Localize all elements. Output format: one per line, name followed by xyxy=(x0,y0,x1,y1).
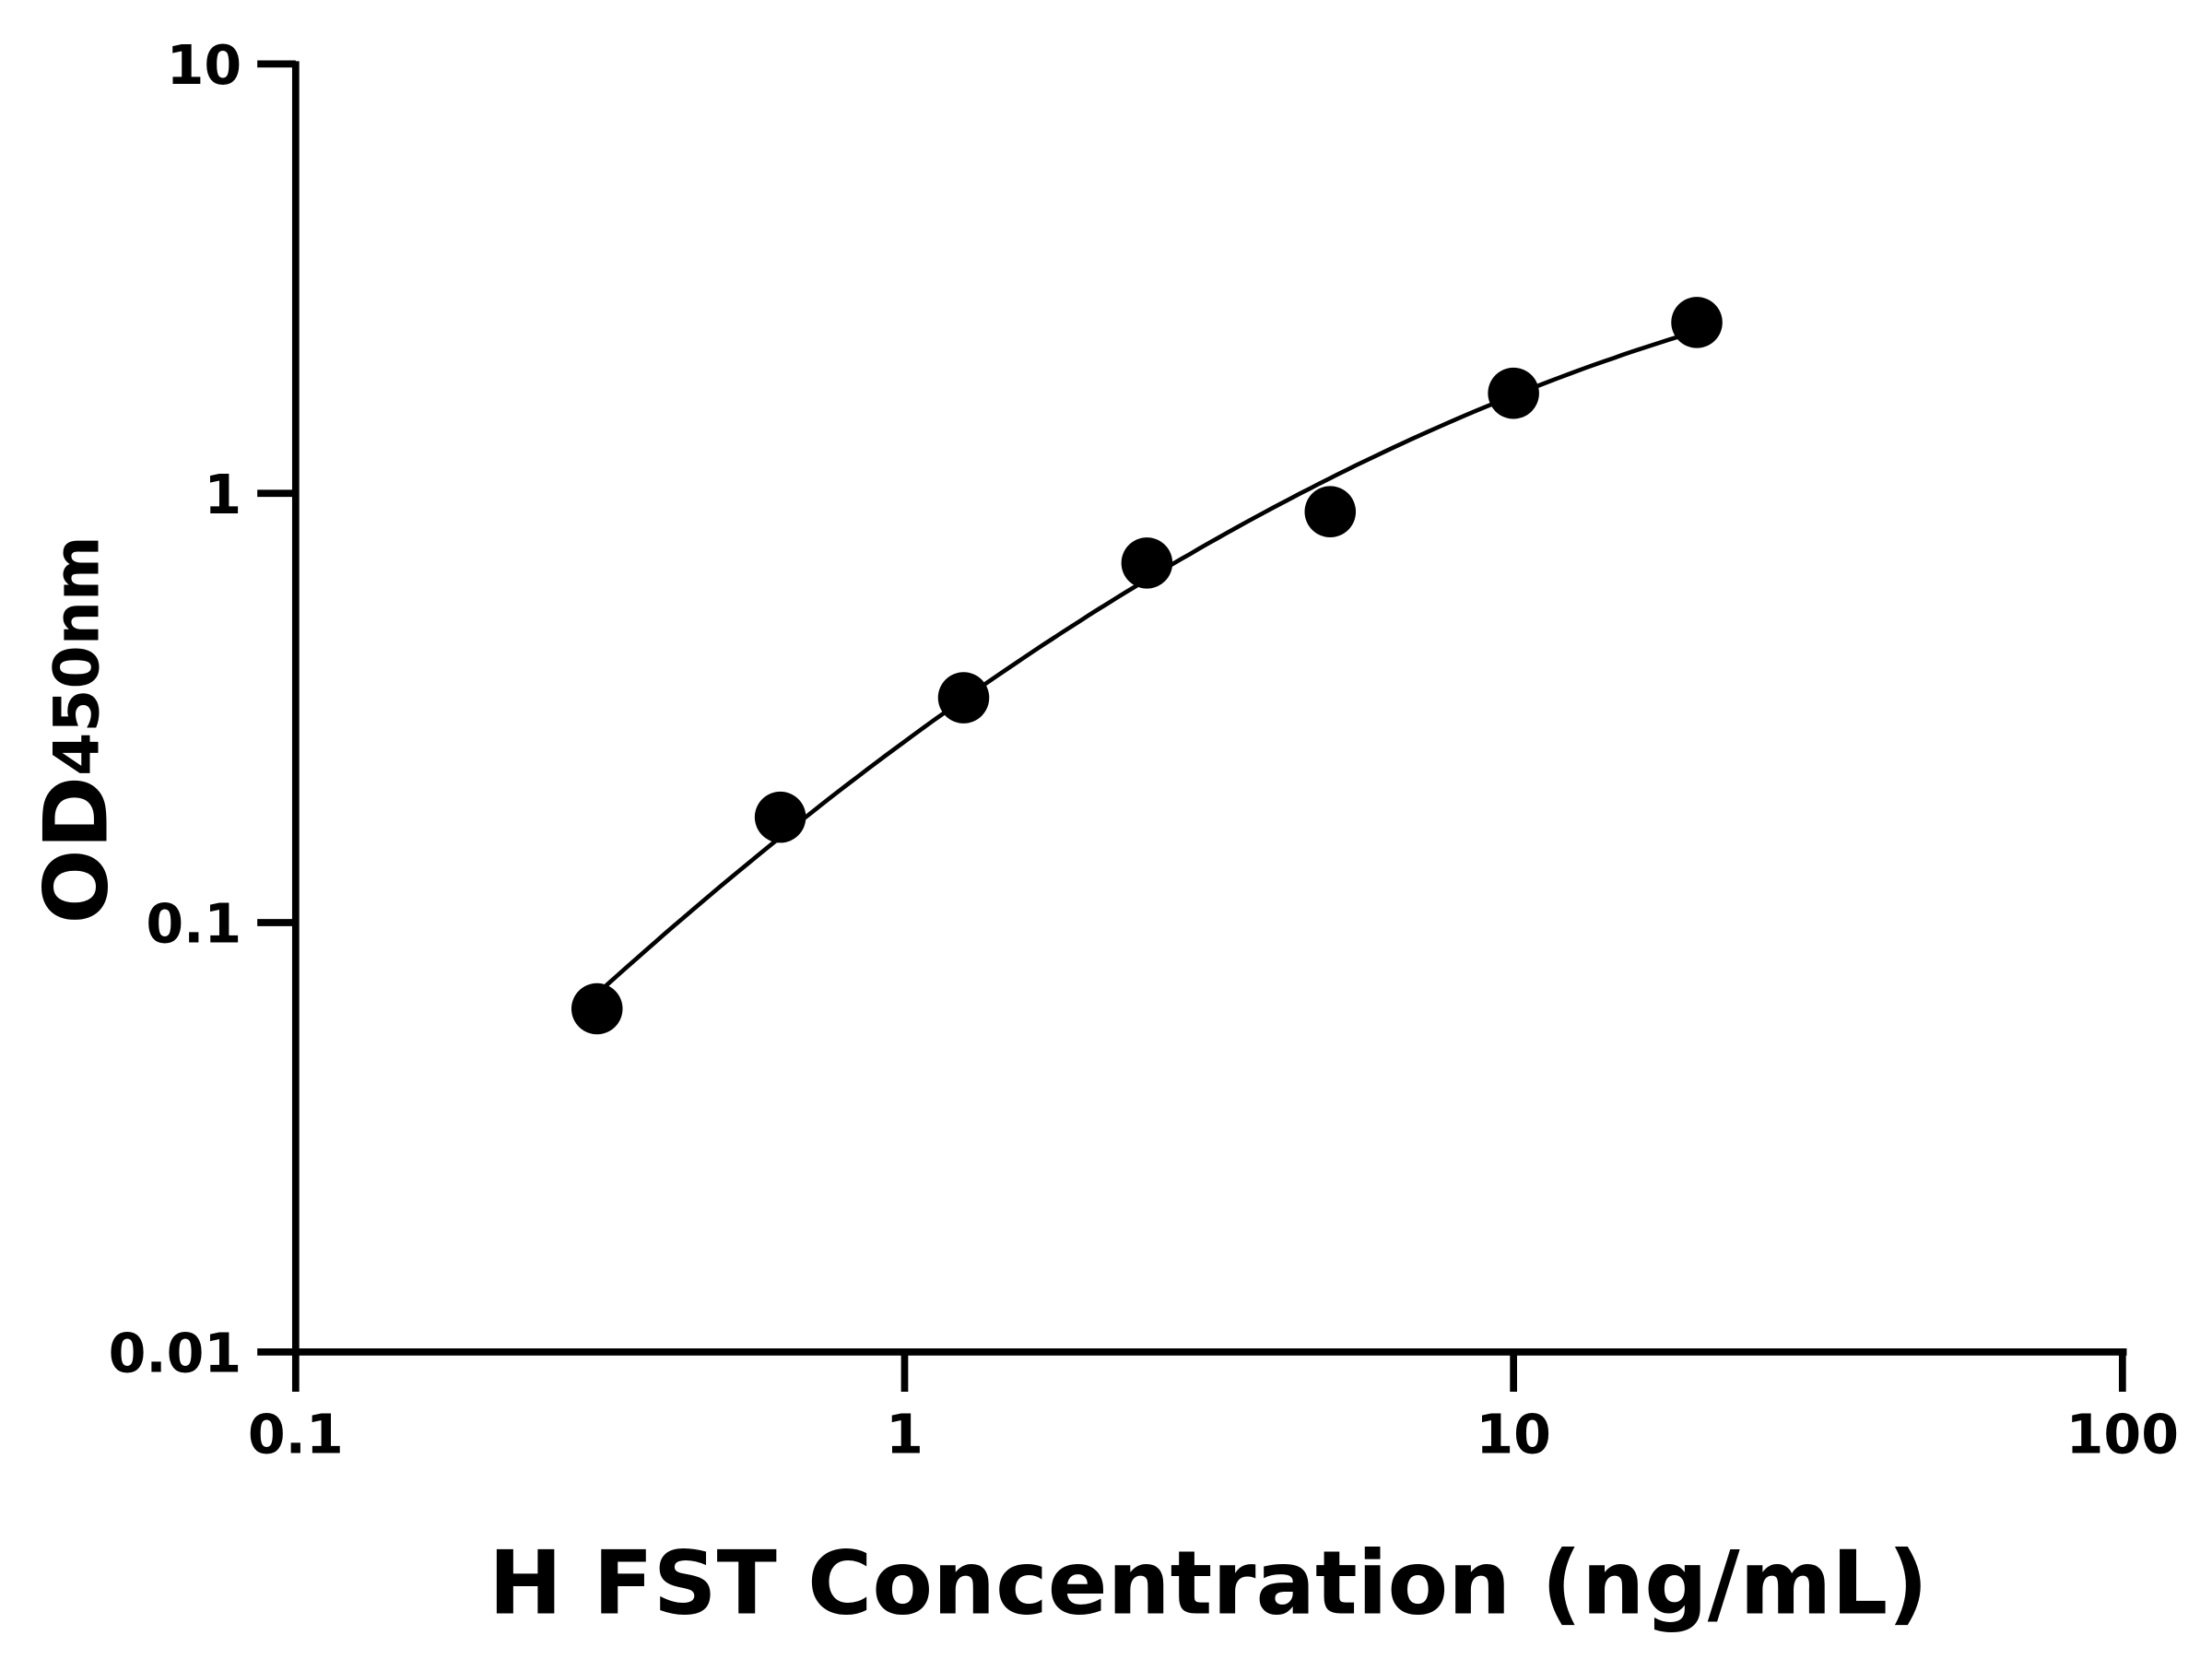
x-axis-label: H FST Concentration (ng/mL) xyxy=(488,1532,1928,1635)
y-axis-label-subscript: 450nm xyxy=(41,535,113,776)
points-layer xyxy=(571,297,1723,1035)
y-tick-label: 0.01 xyxy=(109,1322,242,1384)
x-tick-label: 10 xyxy=(1476,1403,1551,1465)
fit-curve-layer xyxy=(589,329,1698,1002)
data-point xyxy=(1121,537,1173,589)
y-tick-label: 10 xyxy=(167,34,242,97)
x-tick-label: 1 xyxy=(886,1403,924,1465)
y-tick-label: 1 xyxy=(204,464,241,526)
data-point xyxy=(937,672,990,724)
data-point xyxy=(1671,297,1723,348)
x-tick-label: 100 xyxy=(2066,1403,2179,1465)
y-axis-label-group: OD450nm xyxy=(25,535,128,924)
data-point xyxy=(1304,486,1357,537)
y-tick-label: 0.1 xyxy=(146,893,241,956)
y-axis-label-main: OD xyxy=(25,776,128,924)
data-point xyxy=(571,982,623,1035)
data-point xyxy=(754,791,806,843)
data-point xyxy=(1488,367,1539,419)
y-axis-label: OD450nm xyxy=(25,535,128,924)
x-tick-label: 0.1 xyxy=(248,1403,344,1465)
fit-curve xyxy=(589,329,1698,1002)
